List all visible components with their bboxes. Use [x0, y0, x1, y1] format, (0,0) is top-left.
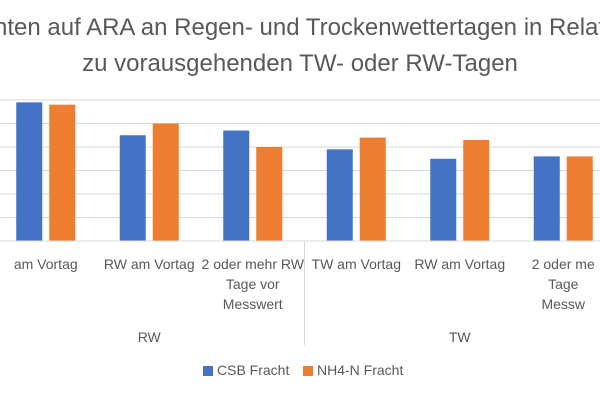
- bar-csb-3: [326, 149, 353, 241]
- category-label: TW am Vortag: [312, 256, 401, 272]
- bar-csb-2: [223, 130, 250, 241]
- legend-swatch-0: [203, 366, 213, 376]
- legend: CSB Fracht NH4-N Fracht: [203, 362, 403, 378]
- chart-title-line-1: chten auf ARA an Regen- und Trockenwette…: [0, 14, 600, 41]
- group-label-tw: TW: [449, 329, 472, 345]
- legend-swatch-1: [303, 366, 313, 376]
- chart-title-line-2: zu vorausgehenden TW- oder RW-Tagen: [82, 50, 518, 77]
- category-label: 2 oder mehr RW: [202, 256, 305, 272]
- category-labels: am Vortag RW am Vortag 2 oder mehr RW Tage …: [14, 256, 595, 345]
- bar-csb-4: [430, 158, 457, 241]
- bar-nh4n-1: [152, 123, 179, 241]
- bar-csb-0: [16, 102, 43, 241]
- legend-label-1: NH4-N Fracht: [317, 362, 403, 378]
- bar-csb-1: [119, 135, 146, 241]
- legend-label-0: CSB Fracht: [217, 362, 289, 378]
- bar-csb-5: [533, 156, 560, 241]
- group-label-rw: RW: [138, 329, 162, 345]
- bar-nh4n-3: [359, 137, 386, 241]
- category-label: RW am Vortag: [104, 256, 195, 272]
- bar-nh4n-4: [463, 139, 490, 241]
- category-label: Messwert: [223, 296, 283, 312]
- category-label: 2 oder me: [532, 256, 595, 272]
- bar-nh4n-2: [256, 147, 283, 241]
- category-label: RW am Vortag: [414, 256, 505, 272]
- axis: [0, 240, 600, 345]
- bars: [16, 102, 593, 241]
- category-label: am Vortag: [14, 256, 78, 272]
- bar-nh4n-5: [566, 156, 593, 241]
- bar-nh4n-0: [49, 104, 76, 241]
- category-label: Messw: [541, 296, 585, 312]
- gridlines: [0, 99, 600, 218]
- category-label: Tage vor: [226, 276, 280, 292]
- category-label: Tage: [548, 276, 579, 292]
